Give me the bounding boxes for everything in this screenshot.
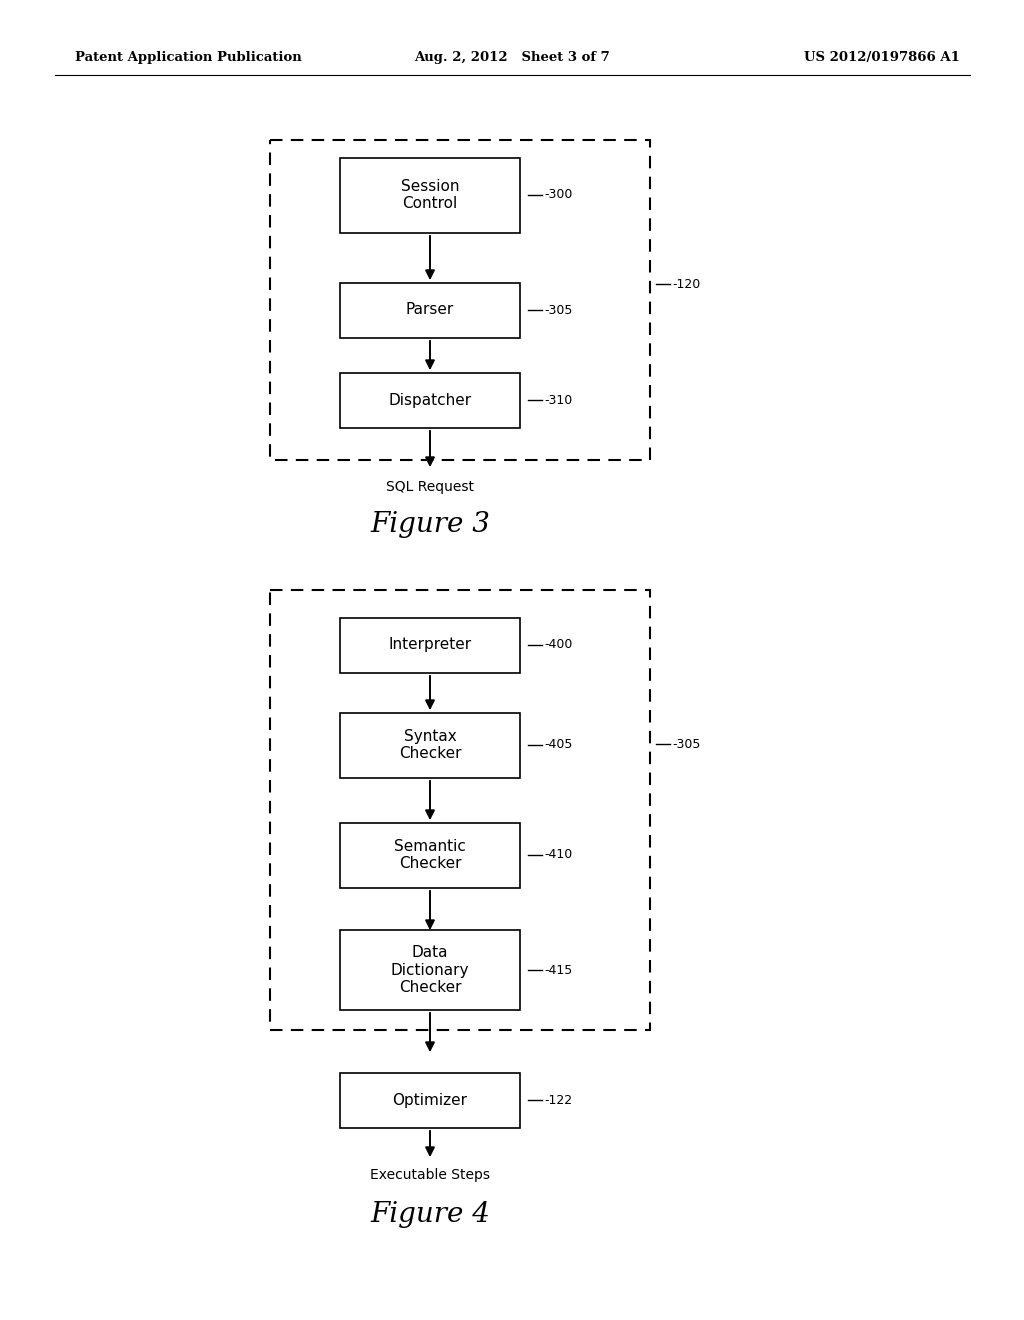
Bar xyxy=(340,157,520,232)
Text: Syntax
Checker: Syntax Checker xyxy=(398,729,461,762)
Bar xyxy=(340,822,520,887)
Text: Interpreter: Interpreter xyxy=(388,638,472,652)
Bar xyxy=(270,140,650,459)
Bar xyxy=(340,713,520,777)
Text: -120: -120 xyxy=(672,277,700,290)
Bar xyxy=(340,618,520,672)
Text: -410: -410 xyxy=(544,849,572,862)
Text: -400: -400 xyxy=(544,639,572,652)
Bar xyxy=(340,931,520,1010)
Text: Dispatcher: Dispatcher xyxy=(388,392,472,408)
Text: Patent Application Publication: Patent Application Publication xyxy=(75,51,302,65)
Text: Figure 4: Figure 4 xyxy=(370,1201,489,1229)
Text: Session
Control: Session Control xyxy=(400,178,459,211)
Text: -415: -415 xyxy=(544,964,572,977)
Text: SQL Request: SQL Request xyxy=(386,480,474,494)
Text: Figure 3: Figure 3 xyxy=(370,511,489,539)
Text: -310: -310 xyxy=(544,393,572,407)
Text: -300: -300 xyxy=(544,189,572,202)
Text: Aug. 2, 2012   Sheet 3 of 7: Aug. 2, 2012 Sheet 3 of 7 xyxy=(414,51,610,65)
Text: Semantic
Checker: Semantic Checker xyxy=(394,838,466,871)
Text: -305: -305 xyxy=(544,304,572,317)
Text: -405: -405 xyxy=(544,738,572,751)
Text: -305: -305 xyxy=(672,738,700,751)
Bar xyxy=(340,372,520,428)
Text: Optimizer: Optimizer xyxy=(392,1093,468,1107)
Text: Executable Steps: Executable Steps xyxy=(370,1168,490,1181)
Bar xyxy=(340,1072,520,1127)
Text: Parser: Parser xyxy=(406,302,454,318)
Bar xyxy=(270,590,650,1030)
Text: Data
Dictionary
Checker: Data Dictionary Checker xyxy=(391,945,469,995)
Text: US 2012/0197866 A1: US 2012/0197866 A1 xyxy=(804,51,961,65)
Bar xyxy=(340,282,520,338)
Text: -122: -122 xyxy=(544,1093,572,1106)
